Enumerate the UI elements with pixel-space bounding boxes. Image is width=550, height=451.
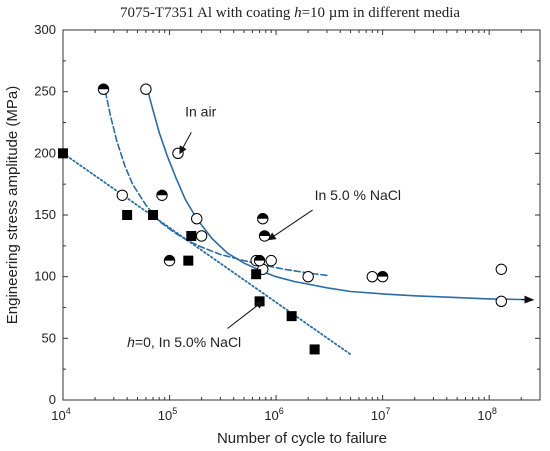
x-tick-label: 105 [158, 406, 177, 423]
chart-title: 7075-T7351 Al with coating h=10 µm in di… [120, 5, 460, 21]
fit-curve-solid [146, 88, 533, 301]
chart-title-suffix: =10 µm in different media [302, 5, 461, 21]
data-point-filled-square [286, 311, 297, 322]
x-tick-base: 10 [477, 408, 491, 423]
data-point-filled-square [122, 210, 133, 220]
data-point-half-filled-circle [376, 270, 389, 283]
data-point-filled-square [186, 230, 197, 241]
y-tick-label: 300 [34, 22, 56, 37]
data-point-half-filled-circle [258, 230, 271, 242]
y-tick-label: 250 [34, 84, 56, 99]
x-tick-label: 107 [371, 406, 390, 423]
x-tick-exponent: 6 [279, 406, 284, 416]
annotation-arrow [227, 300, 264, 329]
annotation-variable: h [127, 334, 135, 350]
data-point-filled-square [58, 148, 68, 159]
annotation-text: In air [185, 103, 216, 119]
y-tick-label: 100 [34, 269, 56, 284]
annotation-label: In air [185, 103, 216, 119]
y-axis-label: Engineering stress amplitude (MPa) [4, 86, 21, 324]
data-point-filled-square [309, 344, 320, 355]
data-point-half-filled-circle [97, 83, 110, 95]
data-point-open-circle [191, 213, 203, 225]
data-point-open-circle [495, 295, 508, 308]
data-point-filled-square [148, 210, 159, 220]
x-axis-label: Number of cycle to failure [217, 430, 387, 447]
x-tick-base: 10 [371, 408, 385, 423]
x-tick-exponent: 5 [172, 406, 177, 416]
data-point-open-circle [265, 254, 277, 267]
data-point-filled-square [251, 269, 262, 280]
x-tick-label: 106 [264, 406, 283, 423]
annotation-label: h=0, In 5.0% NaCl [127, 334, 241, 350]
data-point-filled-square [254, 296, 265, 307]
data-point-half-filled-circle [163, 254, 176, 267]
data-point-half-filled-circle [156, 189, 168, 201]
fit-curve-dashed [104, 90, 328, 277]
data-point-open-circle [140, 83, 152, 95]
data-point-open-circle [495, 263, 508, 275]
x-tick-base: 10 [51, 408, 65, 423]
data-point-filled-square [183, 255, 194, 266]
x-tick-label: 104 [51, 406, 70, 423]
chart-title-prefix: 7075-T7351 Al with coating [120, 5, 294, 21]
x-tick-base: 10 [158, 408, 172, 423]
annotation-label: In 5.0 % NaCl [315, 187, 401, 203]
x-tick-base: 10 [264, 408, 278, 423]
y-tick-label: 150 [34, 207, 56, 222]
y-tick-label: 200 [34, 145, 56, 160]
annotation-text: =0, In 5.0% NaCl [135, 334, 241, 350]
annotation-text: In 5.0 % NaCl [315, 187, 401, 203]
data-point-open-circle [116, 189, 128, 201]
x-tick-exponent: 7 [385, 406, 390, 416]
fit-curve-dotted [62, 152, 352, 356]
data-point-half-filled-circle [257, 213, 269, 225]
x-tick-exponent: 4 [66, 406, 71, 416]
x-tick-exponent: 8 [492, 406, 497, 416]
annotation-arrow [267, 209, 313, 241]
data-point-open-circle [302, 270, 314, 283]
data-point-open-circle [195, 230, 208, 242]
chart-title-variable: h [294, 5, 302, 21]
data-point-half-filled-circle [253, 254, 266, 267]
data-point-open-circle [366, 270, 379, 283]
annotation-arrow [179, 132, 192, 155]
x-tick-label: 108 [477, 406, 496, 423]
y-tick-label: 50 [42, 330, 56, 345]
y-tick-label: 0 [49, 392, 56, 407]
